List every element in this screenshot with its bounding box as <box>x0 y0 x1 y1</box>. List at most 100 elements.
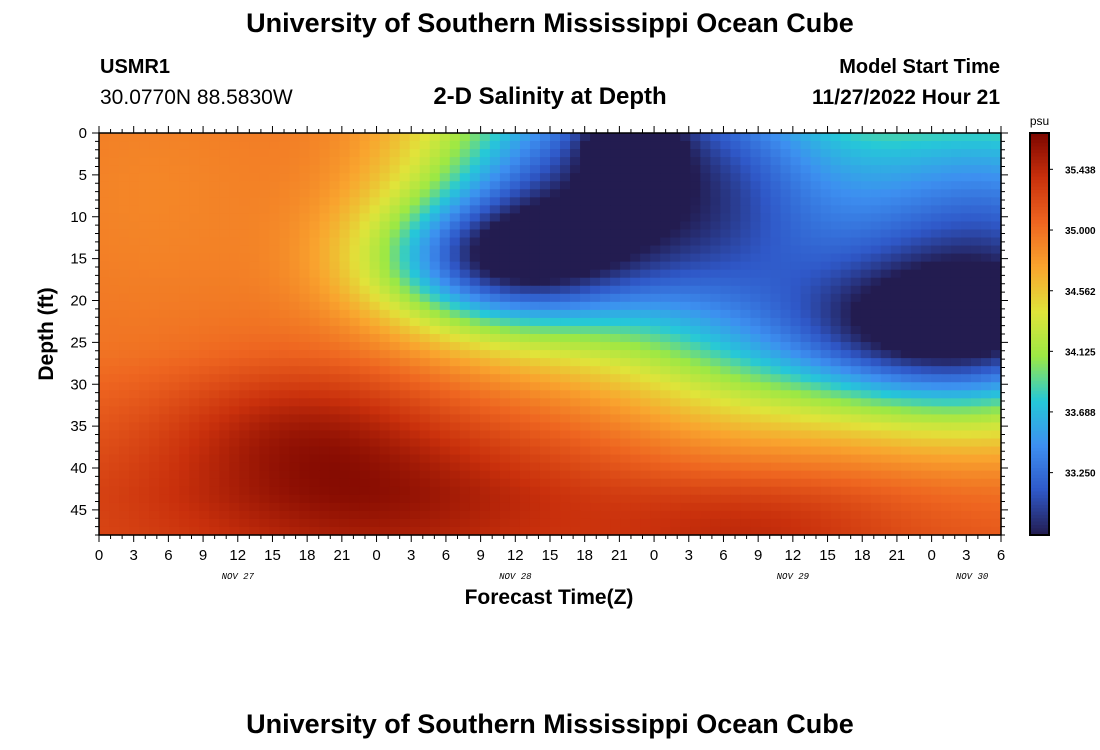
heatmap-cell <box>469 269 481 279</box>
heatmap-cell <box>860 309 872 319</box>
heatmap-cell <box>550 165 561 174</box>
heatmap-cell <box>159 430 170 440</box>
heatmap-cell <box>600 438 611 448</box>
heatmap-cell <box>319 213 331 223</box>
heatmap-cell <box>980 518 992 528</box>
heatmap-cell <box>900 237 912 247</box>
heatmap-cell <box>259 478 270 488</box>
heatmap-cell <box>359 350 371 359</box>
heatmap-cell <box>790 526 802 536</box>
heatmap-cell <box>319 342 331 351</box>
heatmap-cell <box>509 486 521 496</box>
heatmap-cell <box>259 438 270 448</box>
heatmap-cell <box>139 141 150 150</box>
heatmap-cell <box>119 197 130 206</box>
heatmap-cell <box>900 526 912 536</box>
heatmap-cell <box>660 261 671 271</box>
heatmap-cell <box>369 438 381 448</box>
heatmap-cell <box>620 382 631 391</box>
heatmap-cell <box>179 165 190 174</box>
heatmap-cell <box>459 454 471 464</box>
colorbar-tick-label: 35.000 <box>1065 226 1096 237</box>
colorbar-tick-label: 34.562 <box>1065 287 1096 298</box>
heatmap-cell <box>379 510 391 520</box>
heatmap-cell <box>209 510 220 520</box>
heatmap-cell <box>880 406 892 415</box>
heatmap-cell <box>660 422 671 432</box>
heatmap-cell <box>299 390 311 399</box>
heatmap-cell <box>449 350 461 359</box>
heatmap-cell <box>640 358 651 367</box>
heatmap-cell <box>149 285 160 295</box>
heatmap-cell <box>529 430 541 440</box>
heatmap-cell <box>309 342 321 351</box>
heatmap-cell <box>359 422 371 432</box>
heatmap-cell <box>740 494 752 504</box>
heatmap-cell <box>289 478 301 488</box>
heatmap-cell <box>900 213 912 223</box>
heatmap-cell <box>550 325 561 335</box>
heatmap-cell <box>780 462 792 472</box>
heatmap-cell <box>760 510 772 520</box>
heatmap-cell <box>429 510 441 520</box>
heatmap-cell <box>720 358 731 367</box>
heatmap-cell <box>770 309 782 319</box>
heatmap-cell <box>620 317 631 327</box>
heatmap-cell <box>299 478 311 488</box>
heatmap-cell <box>109 510 120 520</box>
heatmap-cell <box>389 438 401 448</box>
heatmap-cell <box>509 309 521 319</box>
heatmap-cell <box>389 285 401 295</box>
heatmap-cell <box>750 414 762 424</box>
heatmap-cell <box>209 382 220 391</box>
heatmap-cell <box>570 334 581 343</box>
heatmap-cell <box>349 342 361 351</box>
heatmap-cell <box>359 181 371 190</box>
heatmap-cell <box>189 342 200 351</box>
heatmap-cell <box>249 301 260 311</box>
heatmap-cell <box>550 269 561 279</box>
heatmap-cell <box>209 446 220 456</box>
heatmap-cell <box>499 301 511 311</box>
heatmap-cell <box>760 317 772 327</box>
heatmap-cell <box>449 277 461 287</box>
heatmap-cell <box>870 486 882 496</box>
heatmap-cell <box>860 358 872 367</box>
heatmap-cell <box>560 454 571 464</box>
heatmap-cell <box>990 301 1002 311</box>
heatmap-cell <box>900 334 912 343</box>
heatmap-cell <box>990 245 1002 255</box>
heatmap-cell <box>159 269 170 279</box>
heatmap-cell <box>860 502 872 512</box>
heatmap-cell <box>570 350 581 359</box>
heatmap-cell <box>680 478 691 488</box>
heatmap-cell <box>700 486 711 496</box>
heatmap-cell <box>610 526 621 536</box>
heatmap-cell <box>820 350 832 359</box>
heatmap-cell <box>820 189 832 198</box>
heatmap-cell <box>509 390 521 399</box>
heatmap-cell <box>159 261 170 271</box>
heatmap-cell <box>409 438 421 448</box>
heatmap-cell <box>700 334 711 343</box>
heatmap-cell <box>780 261 792 271</box>
heatmap-cell <box>840 390 852 399</box>
heatmap-cell <box>790 390 802 399</box>
heatmap-cell <box>109 414 120 424</box>
heatmap-cell <box>489 133 501 142</box>
colorbar-segment <box>1030 491 1049 496</box>
heatmap-cell <box>109 285 120 295</box>
heatmap-cell <box>810 301 822 311</box>
heatmap-cell <box>640 438 651 448</box>
heatmap-cell <box>209 414 220 424</box>
heatmap-cell <box>730 478 742 488</box>
heatmap-cell <box>479 189 491 198</box>
heatmap-cell <box>339 173 351 182</box>
heatmap-cell <box>750 133 762 142</box>
heatmap-cell <box>620 462 631 472</box>
heatmap-cell <box>149 518 160 528</box>
heatmap-cell <box>379 398 391 407</box>
heatmap-cell <box>429 245 441 255</box>
heatmap-cell <box>930 430 942 440</box>
heatmap-cell <box>900 173 912 182</box>
